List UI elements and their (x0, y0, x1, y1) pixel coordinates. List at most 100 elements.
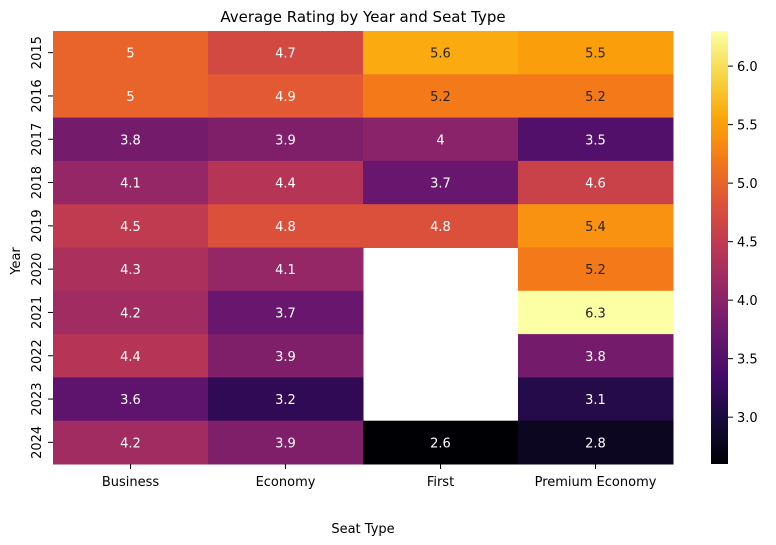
y-tick-label: 2019 (30, 209, 45, 242)
colorbar-ticks: 3.0 3.5 4.0 4.5 5.0 5.5 6.0 (728, 60, 758, 426)
cell-value-label: 5.4 (585, 220, 606, 235)
heatmap-cell (53, 74, 209, 119)
cell-value-label: 4.5 (120, 220, 141, 235)
heatmap-cell (53, 420, 209, 465)
cell-value-label: 4.6 (585, 177, 606, 192)
heatmap-cell (53, 117, 209, 162)
cell-value-label: 3.1 (585, 393, 606, 408)
y-tick-label: 2017 (30, 123, 45, 156)
y-axis-label: Year (9, 247, 24, 276)
heatmap-cell (518, 290, 674, 335)
cell-value-label: 5.5 (585, 47, 606, 62)
cell-value-label: 4.2 (120, 306, 141, 321)
heatmap-cell (208, 117, 364, 162)
colorbar (711, 31, 728, 464)
cell-value-label: 5 (126, 47, 134, 62)
cell-value-label: 4.7 (275, 47, 296, 62)
cell-value-label: 5.6 (430, 47, 451, 62)
cell-value-label: 4.2 (120, 436, 141, 451)
cell-value-label: 3.9 (275, 436, 296, 451)
cell-value-label: 3.2 (275, 393, 296, 408)
heatmap-cell (208, 290, 364, 335)
heatmap-cells: 5 4.7 5.6 5.5 5 4.9 5.2 5.2 3.8 3.9 4 3.5 4.1 4.4 3.7 4… (53, 31, 674, 465)
heatmap-cell (208, 377, 364, 422)
cell-value-label: 3.6 (120, 393, 141, 408)
cell-value-label: 4.1 (120, 177, 141, 192)
x-axis-ticks: Business Economy First Premium Economy (102, 464, 657, 490)
heatmap-cell (518, 204, 674, 248)
y-tick-label: 2024 (30, 426, 45, 459)
y-tick-label: 2016 (30, 79, 45, 112)
heatmap-cell (208, 247, 364, 292)
y-tick-label: 2018 (30, 166, 45, 199)
heatmap-cell (53, 334, 209, 378)
y-tick-label: 2022 (30, 339, 45, 372)
heatmap-cell (518, 247, 674, 292)
heatmap-cell (363, 117, 519, 162)
cell-value-label: 3.8 (585, 350, 606, 365)
colorbar-tick-label: 6.0 (737, 60, 758, 75)
heatmap-cell (363, 160, 519, 205)
cell-value-label: 3.7 (430, 177, 451, 192)
cell-value-label: 5.2 (585, 263, 606, 278)
cell-value-label: 4.9 (275, 90, 296, 105)
colorbar-tick-label: 5.0 (737, 177, 758, 192)
heatmap-cell (53, 160, 209, 205)
x-tick-label: Premium Economy (535, 475, 657, 490)
x-tick-label: Economy (256, 475, 316, 490)
cell-value-label: 4.8 (275, 220, 296, 235)
heatmap-cell (518, 74, 674, 119)
colorbar-tick-label: 5.5 (737, 119, 758, 134)
heatmap-cell (518, 31, 674, 75)
colorbar-tick-label: 3.0 (737, 411, 758, 426)
heatmap-cell (53, 290, 209, 335)
heatmap-cell (363, 420, 519, 465)
heatmap-cell (53, 204, 209, 248)
cell-value-label: 5.2 (585, 90, 606, 105)
cell-value-label: 6.3 (585, 306, 606, 321)
heatmap-cell (208, 204, 364, 248)
cell-value-label: 2.6 (430, 436, 451, 451)
heatmap-cell (53, 377, 209, 422)
cell-value-label: 2.8 (585, 436, 606, 451)
cell-value-label: 4.3 (120, 263, 141, 278)
y-tick-label: 2021 (30, 296, 45, 329)
x-tick-label: Business (102, 475, 160, 490)
chart-title: Average Rating by Year and Seat Type (220, 8, 505, 26)
cell-value-label: 4.8 (430, 220, 451, 235)
y-tick-label: 2020 (30, 253, 45, 286)
heatmap-cell (53, 31, 209, 75)
cell-value-label: 3.9 (275, 350, 296, 365)
colorbar-tick-label: 3.5 (737, 353, 758, 368)
heatmap-cell (208, 420, 364, 465)
cell-value-label: 3.8 (120, 133, 141, 148)
heatmap-cell (208, 334, 364, 378)
heatmap-cell (208, 31, 364, 75)
heatmap-cell (518, 160, 674, 205)
cell-value-label: 4.4 (275, 177, 296, 192)
heatmap-cell (518, 334, 674, 378)
heatmap-cell (518, 420, 674, 465)
cell-value-label: 5 (126, 90, 134, 105)
cell-value-label: 4 (436, 133, 444, 148)
cell-value-label: 3.7 (275, 306, 296, 321)
heatmap-cell (53, 247, 209, 292)
colorbar-tick-label: 4.0 (737, 294, 758, 309)
cell-value-label: 3.5 (585, 133, 606, 148)
colorbar-tick-label: 4.5 (737, 236, 758, 251)
cell-value-label: 4.4 (120, 350, 141, 365)
y-tick-label: 2015 (30, 36, 45, 69)
heatmap-cell (208, 74, 364, 119)
x-tick-label: First (427, 475, 454, 490)
y-axis-ticks: 2015 2016 2017 2018 2019 2020 2021 2022 2023 2024 (30, 36, 53, 459)
heatmap-cell (208, 160, 364, 205)
y-tick-label: 2023 (30, 383, 45, 416)
cell-value-label: 4.1 (275, 263, 296, 278)
cell-value-label: 5.2 (430, 90, 451, 105)
heatmap-cell (518, 377, 674, 422)
heatmap-cell (518, 117, 674, 162)
heatmap-cell (363, 204, 519, 248)
heatmap-cell (363, 31, 519, 75)
x-axis-label: Seat Type (331, 522, 394, 537)
